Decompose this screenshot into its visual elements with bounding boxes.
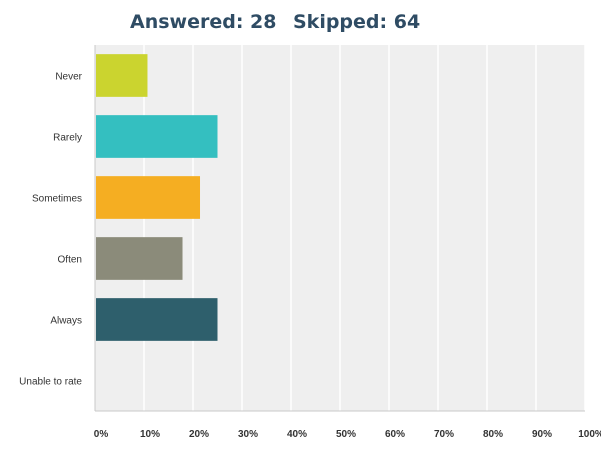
x-tick-label: 50% xyxy=(336,429,356,440)
category-label: Unable to rate xyxy=(19,377,82,388)
category-label: Rarely xyxy=(53,133,82,144)
answered-count: Answered: 28 xyxy=(130,11,277,33)
bar xyxy=(96,176,201,219)
category-label: Always xyxy=(50,316,82,327)
x-tick-label: 90% xyxy=(532,429,552,440)
category-label: Never xyxy=(55,72,82,83)
category-label: Often xyxy=(58,255,82,266)
x-tick-label: 100% xyxy=(578,429,601,440)
x-tick-label: 10% xyxy=(140,429,160,440)
category-label: Sometimes xyxy=(32,194,82,205)
x-tick-label: 0% xyxy=(94,429,109,440)
x-tick-label: 30% xyxy=(238,429,258,440)
x-tick-label: 60% xyxy=(385,429,405,440)
bar xyxy=(96,237,183,280)
x-tick-label: 80% xyxy=(483,429,503,440)
x-tick-label: 40% xyxy=(287,429,307,440)
bar xyxy=(96,54,148,97)
bar xyxy=(96,298,218,341)
x-tick-label: 20% xyxy=(189,429,209,440)
x-tick-label: 70% xyxy=(434,429,454,440)
bar xyxy=(96,115,218,158)
skipped-count: Skipped: 64 xyxy=(293,11,421,33)
